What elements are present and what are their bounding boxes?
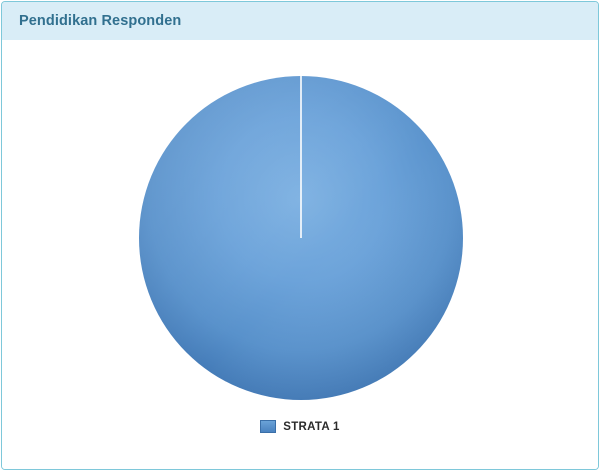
page-title: Pendidikan Responden <box>19 13 182 29</box>
legend-item-label: STRATA 1 <box>283 420 340 433</box>
chart-legend: STRATA 1 <box>2 420 598 433</box>
pie-svg <box>139 76 463 400</box>
pie-slice-group <box>139 76 463 400</box>
pie-chart <box>2 40 598 469</box>
chart-area: STRATA 1 <box>2 40 598 469</box>
legend-item-strata-1[interactable]: STRATA 1 <box>260 420 340 433</box>
panel-header: Pendidikan Responden <box>2 2 598 40</box>
legend-swatch-icon <box>260 420 277 433</box>
